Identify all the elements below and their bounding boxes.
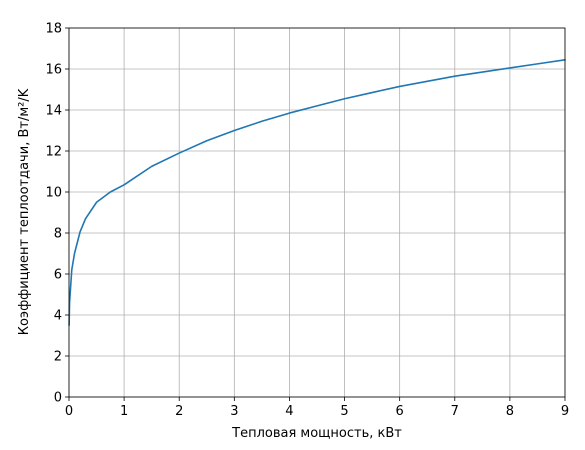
y-tick-label: 2 — [54, 350, 62, 365]
y-tick-label: 8 — [54, 227, 62, 242]
x-tick-label: 2 — [175, 404, 183, 419]
y-axis-label: Коэффициент теплоотдачи, Вт/м²/K — [17, 88, 32, 335]
y-tick-label: 12 — [45, 145, 62, 160]
series-line — [68, 58, 566, 327]
y-tick-label: 14 — [45, 104, 62, 119]
x-tick-label: 0 — [65, 404, 73, 419]
y-tick-label: 6 — [54, 268, 62, 283]
y-tick-label: 0 — [54, 391, 62, 406]
x-tick-label: 8 — [506, 404, 514, 419]
x-tick-label: 7 — [451, 404, 459, 419]
x-tick-label: 6 — [396, 404, 404, 419]
y-tick-label: 10 — [45, 186, 62, 201]
y-tick-label: 4 — [54, 309, 62, 324]
plot-frame — [68, 27, 566, 398]
x-tick-label: 1 — [120, 404, 128, 419]
x-tick-label: 9 — [561, 404, 569, 419]
series-layer — [68, 58, 566, 327]
y-tick-label: 18 — [45, 22, 62, 37]
x-tick-label: 3 — [230, 404, 238, 419]
y-tick-label: 16 — [45, 63, 62, 78]
x-tick-label: 4 — [285, 404, 293, 419]
x-axis-label: Тепловая мощность, кВт — [231, 426, 402, 441]
x-tick-label: 5 — [340, 404, 348, 419]
grid — [68, 27, 566, 398]
